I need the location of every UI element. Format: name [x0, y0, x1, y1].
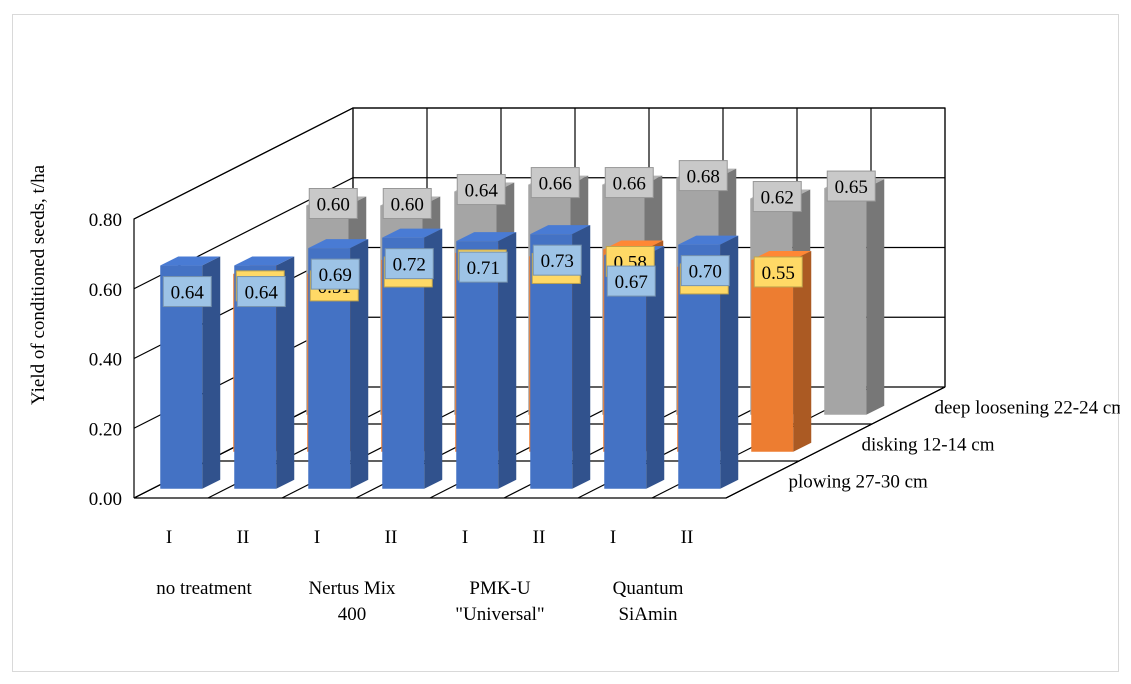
- bar-front: [751, 259, 794, 452]
- data-label: 0.60: [391, 195, 424, 216]
- bar-top: [234, 256, 295, 266]
- data-label-box: [382, 188, 432, 219]
- data-label-box: [310, 258, 360, 290]
- data-label: 0.65: [835, 177, 868, 198]
- data-label: 0.60: [317, 195, 350, 216]
- bar-top: [308, 239, 369, 249]
- series-label: disking 12-14 cm: [862, 435, 995, 456]
- bar-top: [456, 232, 517, 242]
- x-tick-label: I: [166, 527, 172, 548]
- x-group-label: PMK-U "Universal": [455, 578, 544, 625]
- chart-bars: [160, 168, 885, 489]
- x-tick-label: II: [385, 527, 398, 548]
- y-tick-label: 0.00: [89, 489, 122, 510]
- bar-side: [572, 225, 591, 489]
- x-group-label: no treatment: [156, 578, 252, 599]
- data-label-box: [532, 244, 582, 276]
- bar-side: [720, 235, 739, 489]
- data-label: 0.73: [541, 251, 574, 272]
- bar-side: [866, 179, 885, 415]
- bar-front: [824, 188, 867, 415]
- chart-frame: 0.600.600.640.660.660.680.620.650.510.51…: [12, 14, 1120, 672]
- y-tick-label: 0.20: [89, 419, 122, 440]
- depth-axis-line: [725, 386, 946, 499]
- x-tick-label: II: [681, 527, 694, 548]
- data-label: 0.72: [393, 255, 426, 276]
- bar-top: [382, 228, 443, 238]
- chart-data-labels: 0.600.600.640.660.660.680.620.650.510.51…: [162, 160, 876, 308]
- data-label: 0.68: [687, 167, 720, 188]
- data-label: 0.67: [615, 272, 648, 293]
- bar-side: [646, 246, 665, 489]
- bar-side: [350, 239, 369, 489]
- data-label: 0.66: [539, 174, 572, 195]
- data-label-box: [826, 170, 876, 202]
- bar-side: [498, 232, 517, 489]
- data-label: 0.66: [613, 174, 646, 195]
- data-label-box: [604, 167, 654, 199]
- data-label: 0.70: [689, 262, 722, 283]
- data-label-box: [530, 167, 580, 199]
- data-label: 0.55: [762, 263, 795, 284]
- x-tick-label: I: [314, 527, 320, 548]
- x-tick-label: II: [237, 527, 250, 548]
- y-axis-title: Yield of conditioned seeds, t/ha: [28, 164, 49, 405]
- y-tick-label: 0.80: [89, 210, 122, 231]
- data-label: 0.69: [319, 265, 352, 286]
- series-label: deep loosening 22-24 cm: [935, 398, 1121, 419]
- y-tick-label: 0.40: [89, 350, 122, 371]
- data-label: 0.64: [245, 283, 279, 304]
- data-label-box: [456, 174, 506, 206]
- data-label-box: [384, 248, 434, 280]
- bar-side: [276, 256, 295, 489]
- data-label-box: [606, 265, 656, 297]
- x-tick-label: II: [533, 527, 546, 548]
- data-label-box: [752, 181, 802, 213]
- bar-side: [424, 228, 443, 489]
- data-label-box: [236, 276, 286, 308]
- bar-chart-3d: 0.600.600.640.660.660.680.620.650.510.51…: [28, 107, 1120, 625]
- bar-side: [202, 256, 221, 489]
- series-label: plowing 27-30 cm: [789, 472, 929, 493]
- data-label-box: [753, 256, 803, 288]
- data-label-box: [308, 188, 358, 219]
- data-label-box: [458, 251, 508, 283]
- x-tick-label: I: [610, 527, 616, 548]
- data-label-box: [678, 160, 728, 192]
- y-tick-label: 0.60: [89, 280, 122, 301]
- data-label-box: [162, 276, 212, 308]
- data-label: 0.64: [171, 283, 205, 304]
- data-label: 0.64: [465, 181, 499, 202]
- bar-side: [793, 250, 812, 452]
- data-label: 0.62: [761, 188, 794, 209]
- data-label: 0.71: [467, 258, 500, 279]
- bar-top: [530, 225, 591, 235]
- x-tick-label: I: [462, 527, 468, 548]
- x-group-label: Nertus Mix 400: [308, 578, 396, 625]
- data-label-box: [680, 255, 730, 287]
- bar-top: [678, 235, 739, 245]
- x-group-label: Quantum SiAmin: [613, 578, 684, 625]
- bar-top: [160, 256, 221, 266]
